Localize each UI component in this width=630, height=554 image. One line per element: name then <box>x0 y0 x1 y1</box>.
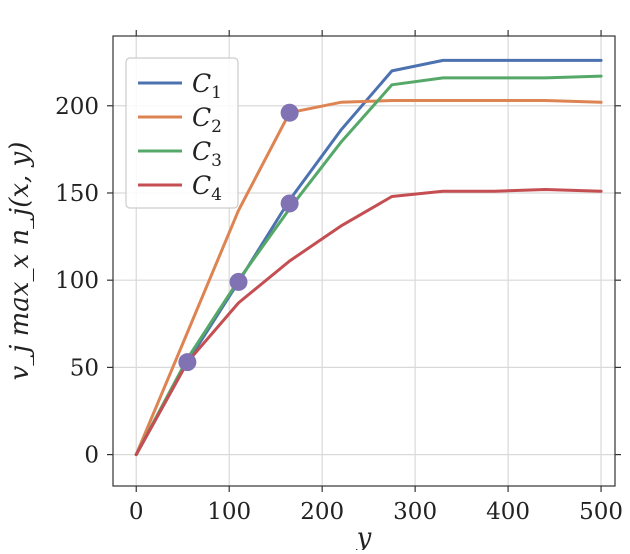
x-tick-label: 500 <box>579 499 623 525</box>
series-line-c3 <box>134 74 603 457</box>
series-line-c2 <box>134 99 603 457</box>
y-axis-title: v_j max_x n_j(x, y) <box>5 142 35 381</box>
x-axis-title: y <box>356 523 372 550</box>
highlight-marker <box>280 103 299 122</box>
legend-label-c1: C1 <box>192 69 222 103</box>
y-tick-label: 0 <box>84 443 99 469</box>
legend-box <box>125 57 239 209</box>
x-tick-label: 0 <box>129 499 144 525</box>
x-tick-label: 400 <box>486 499 530 525</box>
legend-label-c4: C4 <box>192 171 222 205</box>
y-tick-label: 200 <box>55 94 99 120</box>
series-line-c4 <box>134 188 603 457</box>
x-tick-label: 300 <box>393 499 437 525</box>
legend-label-c3: C3 <box>192 137 222 171</box>
highlight-marker <box>280 194 299 213</box>
x-tick-label: 100 <box>207 499 251 525</box>
highlight-marker <box>178 353 197 372</box>
y-tick-label: 150 <box>55 181 99 207</box>
legend-label-c2: C2 <box>192 103 222 137</box>
plot-frame <box>112 35 616 487</box>
y-tick-label: 50 <box>70 355 99 381</box>
highlight-marker <box>229 272 248 291</box>
y-tick-label: 100 <box>55 268 99 294</box>
x-tick-label: 200 <box>300 499 344 525</box>
